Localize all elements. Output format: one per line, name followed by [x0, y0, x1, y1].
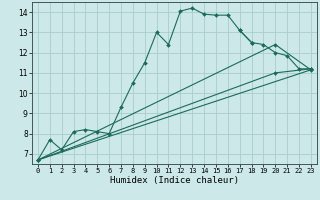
X-axis label: Humidex (Indice chaleur): Humidex (Indice chaleur)	[110, 176, 239, 185]
